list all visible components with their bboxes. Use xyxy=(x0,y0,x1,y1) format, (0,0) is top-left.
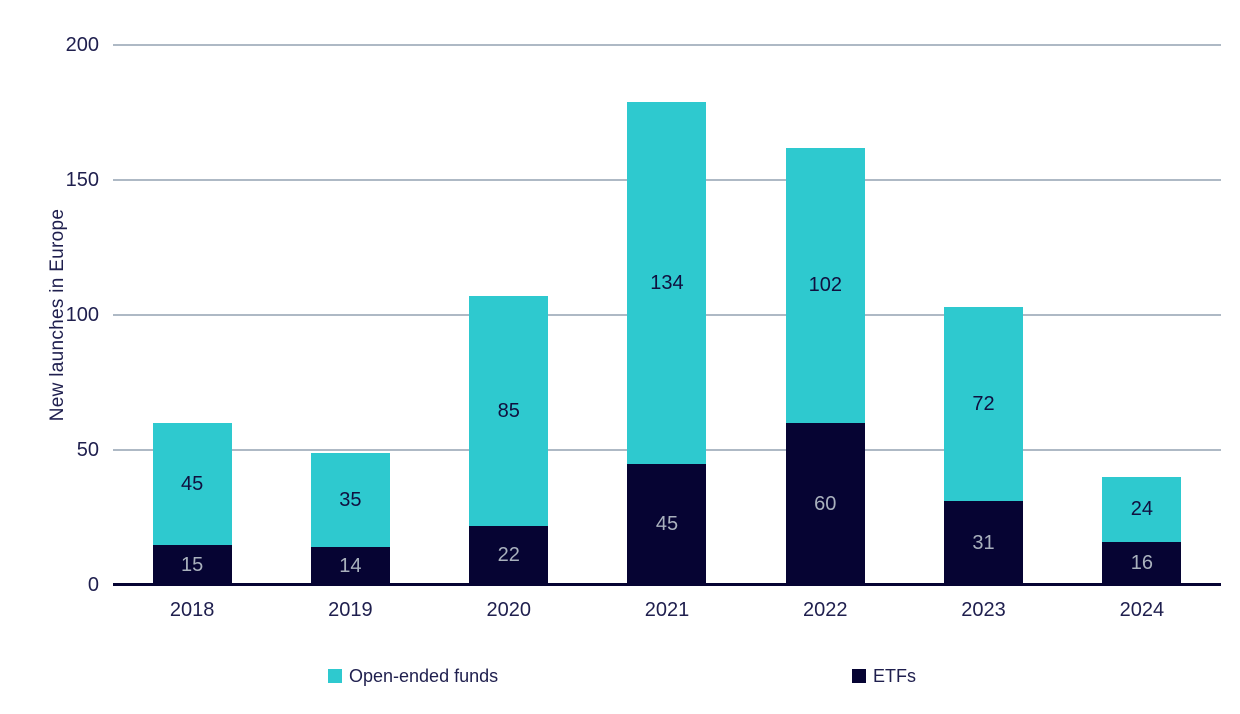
y-tick-label: 0 xyxy=(87,574,99,596)
bar-value-label: 35 xyxy=(339,488,362,511)
bar-2020: 85 22 xyxy=(469,296,549,585)
x-tick-label: 2023 xyxy=(961,599,1006,621)
bar-segment-etfs: 14 xyxy=(310,547,390,585)
bar-2023: 72 31 xyxy=(944,306,1024,585)
bar-cell-2020: 85 22 xyxy=(430,45,588,585)
x-tick-label: 2021 xyxy=(644,599,690,621)
bar-segment-open-ended-funds: 45 xyxy=(152,423,232,545)
bar-segment-etfs: 31 xyxy=(944,501,1024,585)
x-tick-label: 2019 xyxy=(328,599,373,621)
bar-cell-2018: 45 15 xyxy=(113,45,271,585)
x-axis-line xyxy=(113,583,1221,586)
legend-label: Open-ended funds xyxy=(349,665,499,686)
bar-value-label: 134 xyxy=(650,271,684,294)
plot-area: 45 15 35 14 85 22 134 45 102 60 72 31 24 16 xyxy=(113,44,1221,586)
bar-segment-etfs: 16 xyxy=(1102,541,1182,585)
bar-value-label: 15 xyxy=(181,553,204,576)
bar-value-label: 14 xyxy=(339,555,362,578)
bar-segment-open-ended-funds: 102 xyxy=(785,147,865,423)
legend-item-open-ended-funds: Open-ended funds xyxy=(328,664,498,688)
bar-segment-open-ended-funds: 85 xyxy=(469,296,549,526)
bar-segment-open-ended-funds: 35 xyxy=(310,452,390,548)
x-axis-labels: 2018 2019 2020 2021 2022 2023 2024 xyxy=(113,597,1221,622)
bar-segment-open-ended-funds: 134 xyxy=(627,101,707,464)
bar-2022: 102 60 xyxy=(785,147,865,585)
bar-cell-2023: 72 31 xyxy=(904,45,1062,585)
bar-2019: 35 14 xyxy=(310,452,390,585)
legend-item-etfs: ETFs xyxy=(852,664,916,688)
bar-value-label: 22 xyxy=(497,544,520,567)
x-tick-label: 2018 xyxy=(169,599,215,621)
bar-cell-2024: 24 16 xyxy=(1063,45,1221,585)
gridline xyxy=(113,44,1221,46)
bar-value-label: 16 xyxy=(1130,552,1153,575)
legend: Open-ended funds ETFs xyxy=(0,664,1240,692)
bar-segment-open-ended-funds: 72 xyxy=(944,306,1024,502)
bar-value-label: 102 xyxy=(808,274,842,297)
x-tick-label: 2022 xyxy=(803,599,848,621)
y-tick-label: 100 xyxy=(65,304,99,326)
bar-2018: 45 15 xyxy=(152,423,232,585)
bar-segment-etfs: 60 xyxy=(785,423,865,585)
x-tick-label: 2020 xyxy=(486,599,531,621)
bar-cell-2021: 134 45 xyxy=(588,45,746,585)
bar-2024: 24 16 xyxy=(1102,477,1182,585)
bar-value-label: 45 xyxy=(655,513,679,536)
y-tick-label: 200 xyxy=(65,34,99,56)
bar-value-label: 45 xyxy=(181,472,204,495)
bar-value-label: 60 xyxy=(814,493,837,515)
bar-cell-2019: 35 14 xyxy=(271,45,429,585)
bar-segment-etfs: 22 xyxy=(469,525,549,585)
y-tick-label: 50 xyxy=(76,439,99,461)
y-tick-label: 150 xyxy=(65,169,99,191)
legend-swatch xyxy=(852,669,866,683)
bars-row: 45 15 35 14 85 22 134 45 102 60 72 31 24 16 xyxy=(113,45,1221,585)
bar-cell-2022: 102 60 xyxy=(746,45,904,585)
bar-segment-open-ended-funds: 24 xyxy=(1102,477,1182,542)
bar-2021: 134 45 xyxy=(627,101,707,585)
bar-value-label: 24 xyxy=(1130,498,1153,521)
bar-value-label: 85 xyxy=(497,399,520,422)
bar-segment-etfs: 15 xyxy=(152,544,232,585)
bar-value-label: 31 xyxy=(972,532,995,555)
x-tick-label: 2024 xyxy=(1119,599,1165,621)
bar-segment-etfs: 45 xyxy=(627,463,707,585)
legend-swatch xyxy=(328,669,342,683)
legend-label: ETFs xyxy=(873,665,916,686)
bar-value-label: 72 xyxy=(972,393,995,416)
